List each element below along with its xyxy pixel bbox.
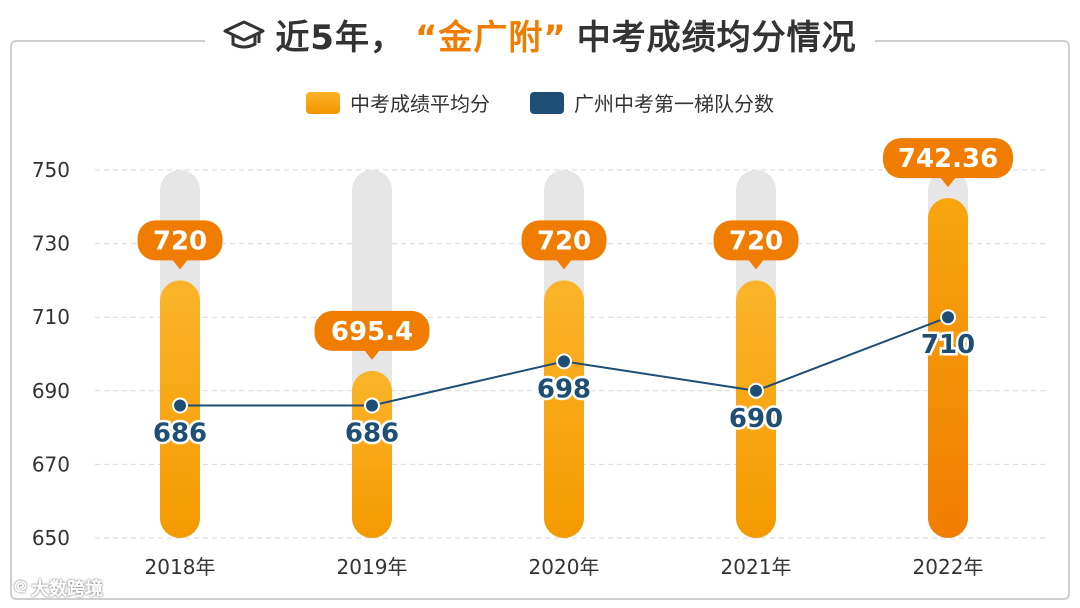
title-area: 近5年， “金广附” 中考成绩均分情况 <box>0 10 1080 59</box>
callout-bubble <box>521 220 607 261</box>
bar-value-callout: 720 <box>137 220 223 270</box>
bar-value-callout: 742.36 <box>883 138 1013 188</box>
line-point <box>556 353 572 370</box>
line-value-label: 698 <box>537 374 591 404</box>
callout-bubble <box>883 138 1013 179</box>
callout-bubble <box>137 220 223 261</box>
callout-bubble <box>713 220 799 261</box>
line-point <box>364 397 380 414</box>
line-value-label: 690 <box>729 404 783 434</box>
x-tick-label: 2021年 <box>721 555 792 579</box>
x-tick-label: 2018年 <box>145 555 216 579</box>
legend-swatch-avg <box>306 91 340 114</box>
bar-value-label: 695.4 <box>331 317 413 347</box>
legend-label-avg: 中考成绩平均分 <box>350 92 490 116</box>
bar-value-label: 720 <box>537 226 591 256</box>
legend-item-avg: 中考成绩平均分 <box>306 88 490 117</box>
y-tick-label: 750 <box>32 158 70 182</box>
y-tick-label: 650 <box>32 526 70 550</box>
line-value-label: 686 <box>345 419 399 449</box>
callout-pointer <box>748 259 764 270</box>
y-tick-label: 690 <box>32 379 70 403</box>
y-tick-label: 730 <box>32 232 70 256</box>
line-value-label: 686 <box>153 419 207 449</box>
line-point <box>940 309 956 326</box>
watermark-text: 大数跨境 <box>31 579 104 600</box>
bar-value-label: 720 <box>729 226 783 256</box>
title-highlight: “金广附” <box>414 18 567 58</box>
callout-bubble <box>314 310 430 351</box>
bar <box>352 370 392 538</box>
legend-swatch-tier <box>530 91 564 114</box>
callout-pointer <box>556 259 572 270</box>
callout-pointer <box>940 177 956 188</box>
bar-value-callout: 720 <box>713 220 799 270</box>
line-point <box>748 382 764 399</box>
y-tick-label: 710 <box>32 305 70 329</box>
bar-value-label: 720 <box>153 226 207 256</box>
title-suffix: 中考成绩均分情况 <box>576 18 857 58</box>
watermark-icon: ᪤ <box>14 576 28 597</box>
x-tick-label: 2020年 <box>529 555 600 579</box>
x-tick-label: 2022年 <box>913 555 984 579</box>
x-tick-label: 2019年 <box>337 555 408 579</box>
y-tick-label: 670 <box>32 452 70 476</box>
bar <box>544 280 584 538</box>
legend-item-tier: 广州中考第一梯队分数 <box>530 88 774 117</box>
bar <box>928 198 968 538</box>
bar-value-label: 742.36 <box>898 144 998 174</box>
bar <box>736 280 776 538</box>
callout-pointer <box>364 349 380 360</box>
line-point <box>172 397 188 414</box>
chart-title: 近5年， “金广附” 中考成绩均分情况 <box>205 10 875 59</box>
callout-pointer <box>172 259 188 270</box>
graduation-cap-icon <box>223 20 265 48</box>
bar-value-callout: 695.4 <box>314 310 430 360</box>
line-value-label: 710 <box>921 330 975 360</box>
title-prefix: 近5年， <box>275 18 405 58</box>
legend-label-tier: 广州中考第一梯队分数 <box>574 92 774 116</box>
watermark: ᪤ 大数跨境 <box>14 574 103 602</box>
bar-value-callout: 720 <box>521 220 607 270</box>
legend: 中考成绩平均分 广州中考第一梯队分数 <box>0 88 1080 117</box>
